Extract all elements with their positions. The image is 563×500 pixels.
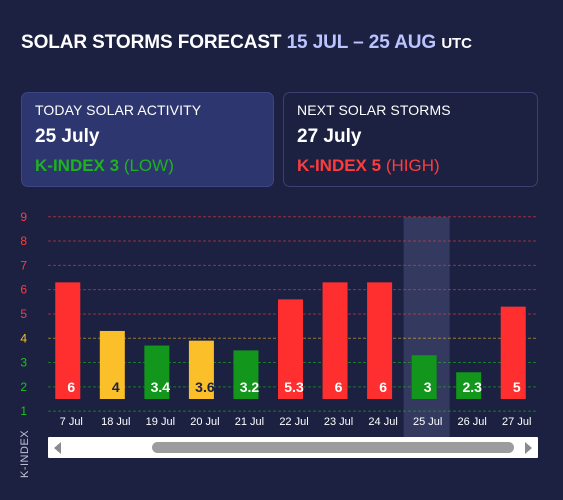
bar <box>367 282 393 399</box>
title-timezone: UTC <box>441 35 472 52</box>
bar <box>55 282 81 399</box>
bar <box>144 345 170 399</box>
today-card-label: TODAY SOLAR ACTIVITY <box>35 102 202 118</box>
title-text: SOLAR STORMS FORECAST <box>21 32 282 53</box>
y-tick-label: 9 <box>20 210 27 224</box>
scroll-left-arrow-icon[interactable] <box>54 442 61 454</box>
kindex-bar-chart: 1 2 3 4 5 6 7 8 9 6 7 Jul 4 18 Jul 3.4 19 Jul 3.6 20 Jul… <box>20 210 538 437</box>
bar <box>233 350 259 399</box>
x-tick-label: 19 Jul <box>146 416 175 428</box>
x-tick-label: 7 Jul <box>60 416 83 428</box>
x-tick-label: 21 Jul <box>235 416 264 428</box>
bar <box>456 372 482 399</box>
y-tick-label: 2 <box>20 380 27 394</box>
y-tick-label: 4 <box>20 331 27 345</box>
x-tick-label: 22 Jul <box>279 416 308 428</box>
x-tick-label: 18 Jul <box>101 416 130 428</box>
today-kindex-level: (LOW) <box>123 156 174 175</box>
bar-value-label: 4 <box>112 379 120 395</box>
bar-value-label: 5 <box>513 379 521 395</box>
x-tick-label: 24 Jul <box>368 416 397 428</box>
bar-value-label: 3.6 <box>195 379 215 395</box>
bar <box>500 306 526 399</box>
x-tick-label: 23 Jul <box>324 416 353 428</box>
next-kindex-line: K-INDEX 5 (HIGH) <box>297 156 524 176</box>
next-card-label: NEXT SOLAR STORMS <box>297 102 451 118</box>
title-date-range: 15 JUL – 25 AUG <box>286 32 437 53</box>
bar-value-label: 6 <box>67 379 75 395</box>
bar <box>411 355 437 399</box>
x-tick-label: 20 Jul <box>190 416 219 428</box>
today-card-date: 25 July <box>35 126 100 147</box>
next-kindex-level: (HIGH) <box>385 156 440 175</box>
bar-value-label: 2.3 <box>462 379 482 395</box>
bar <box>99 330 125 399</box>
bar <box>188 340 214 399</box>
next-storms-card: NEXT SOLAR STORMS 27 July K-INDEX 5 (HIG… <box>283 92 538 187</box>
today-kindex-value: K-INDEX 3 <box>35 156 120 175</box>
bar-value-label: 6 <box>335 379 343 395</box>
today-activity-card: TODAY SOLAR ACTIVITY 25 July K-INDEX 3 (… <box>21 92 274 187</box>
y-axis-label: K-INDEX <box>19 429 31 478</box>
bar-value-label: 6 <box>379 379 387 395</box>
highlight-column <box>403 217 450 437</box>
bar-value-label: 3 <box>424 379 432 395</box>
next-card-date: 27 July <box>297 126 362 147</box>
page-title: SOLAR STORMS FORECAST 15 JUL – 25 AUG UT… <box>21 32 472 54</box>
bar <box>278 299 303 399</box>
bar-value-label: 3.4 <box>151 379 171 395</box>
bar <box>322 282 348 399</box>
next-kindex-value: K-INDEX 5 <box>297 156 382 175</box>
x-tick-label: 27 Jul <box>502 416 531 428</box>
x-tick-label: 26 Jul <box>458 416 487 428</box>
bar-value-label: 5.3 <box>284 379 304 395</box>
today-kindex-line: K-INDEX 3 (LOW) <box>35 156 260 176</box>
x-tick-label: 25 Jul <box>413 416 442 428</box>
chart-scrollbar[interactable] <box>48 437 538 458</box>
scroll-right-arrow-icon[interactable] <box>525 442 532 454</box>
y-tick-label: 6 <box>20 283 27 297</box>
y-tick-label: 1 <box>20 404 27 418</box>
y-tick-label: 8 <box>20 234 27 248</box>
y-tick-label: 5 <box>20 307 27 321</box>
y-tick-label: 7 <box>20 258 27 272</box>
y-tick-label: 3 <box>20 356 27 370</box>
bar-value-label: 3.2 <box>240 379 260 395</box>
scroll-thumb[interactable] <box>152 442 514 453</box>
